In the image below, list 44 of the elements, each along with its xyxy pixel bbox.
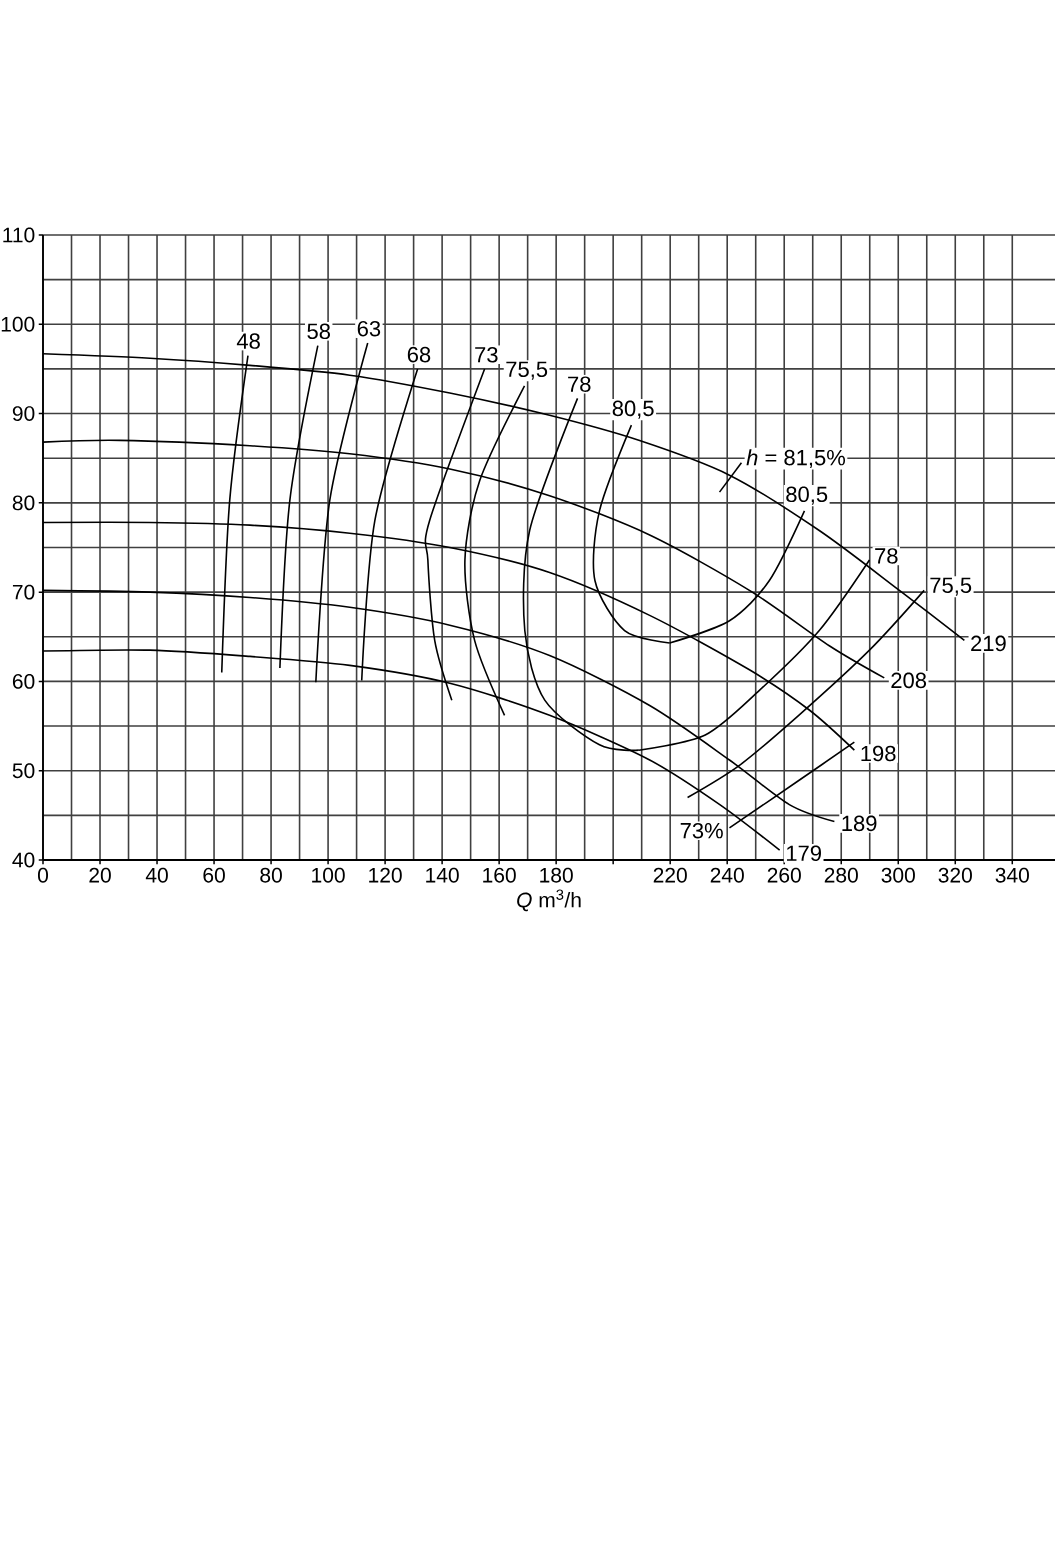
y-tick-label: 80 <box>12 495 35 511</box>
series-label: 78 <box>875 548 898 564</box>
series-label: 73% <box>680 822 723 839</box>
y-tick-label: 90 <box>12 406 35 421</box>
x-tick-label: 160 <box>483 867 516 883</box>
x-tick-label: 260 <box>767 867 801 883</box>
y-tick-label: 50 <box>12 763 35 779</box>
series-label: 179 <box>787 845 821 861</box>
series-label: 75,5 <box>506 361 548 380</box>
y-tick-label: 40 <box>12 852 35 868</box>
x-tick-label: 100 <box>312 867 345 883</box>
y-tick-label: 60 <box>12 673 35 689</box>
y-tick-label: 70 <box>12 584 35 600</box>
x-tick-label: 60 <box>203 867 225 883</box>
x-tick-label: 120 <box>369 867 402 883</box>
series-label: 75,5 <box>930 577 972 596</box>
series-label: 78 <box>568 376 591 392</box>
series-label: 219 <box>971 635 1006 652</box>
y-tick-label: 100 <box>1 316 35 332</box>
x-tick-label: 40 <box>145 867 168 883</box>
x-tick-label: 300 <box>881 867 915 883</box>
x-tick-label: 180 <box>540 867 573 883</box>
series-label: 80,5 <box>786 486 828 505</box>
series-label: 48 <box>236 333 260 349</box>
x-tick-label: 280 <box>824 867 858 883</box>
series-label: 208 <box>891 672 927 689</box>
series-label: 68 <box>407 346 431 363</box>
x-tick-label: 240 <box>710 867 744 883</box>
x-axis-title: Q m$^{3}$/h <box>517 889 581 912</box>
series-label: 73 <box>475 346 498 363</box>
x-tick-label: 0 <box>37 867 49 883</box>
series-label: 63 <box>357 320 381 337</box>
series-label: 58 <box>307 323 330 340</box>
x-tick-label: 320 <box>938 867 972 883</box>
x-tick-label: 220 <box>653 867 687 883</box>
series-label: h = 81,5% <box>746 449 846 469</box>
x-tick-label: 80 <box>260 867 282 883</box>
series-label: 80,5 <box>612 400 654 419</box>
series-label: 198 <box>861 745 896 762</box>
y-tick-label: 110 <box>3 227 35 243</box>
x-tick-label: 20 <box>89 867 111 883</box>
series-label: 189 <box>842 815 877 832</box>
x-tick-label: 340 <box>995 867 1029 883</box>
x-tick-label: 140 <box>426 867 459 883</box>
